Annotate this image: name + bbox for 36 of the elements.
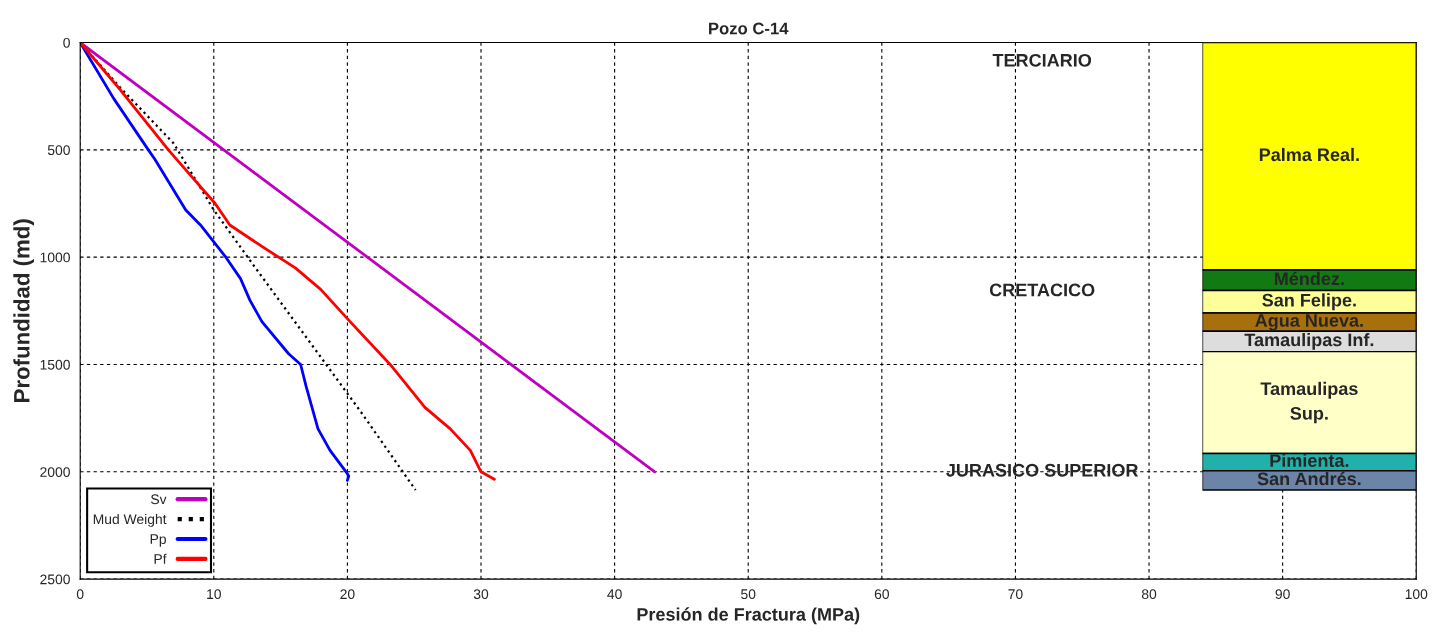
series-label: San Felipe. — [1262, 293, 1356, 311]
y-tick-label: 1000 — [40, 252, 70, 263]
y-tick-label: 1500 — [40, 359, 70, 370]
series-label: Méndez. — [1274, 271, 1344, 286]
series-label: Tamaulipas Inf. — [1244, 333, 1374, 350]
x-tick-label: 30 — [473, 589, 489, 600]
annotation: CRETACICO — [989, 283, 1095, 297]
y-axis-title: Profundidad (md) — [13, 219, 35, 402]
x-tick-label: 80 — [1141, 589, 1157, 600]
x-tick-label: 100 — [1405, 589, 1428, 600]
series-label: Palma Real. — [1259, 147, 1359, 162]
y-tick-label: 2000 — [40, 467, 70, 477]
line-series — [80, 42, 496, 481]
legend-label: Pf — [154, 553, 167, 564]
y-tick-label: 2500 — [40, 574, 70, 585]
x-tick-label: 50 — [741, 589, 756, 600]
x-tick-label: 90 — [1275, 589, 1290, 600]
y-tick-label: 0 — [63, 37, 70, 48]
legend-label: Mud Weight — [93, 513, 167, 527]
y-tick-label: 500 — [47, 145, 70, 156]
x-tick-label: 60 — [874, 589, 890, 600]
x-tick-label: 70 — [1008, 589, 1023, 600]
x-tick-label: 20 — [340, 589, 355, 600]
annotation: TERCIARIO — [992, 53, 1092, 67]
x-tick-label: 40 — [607, 589, 622, 600]
legend-label: Sv — [150, 494, 167, 505]
x-tick-label: 10 — [207, 589, 221, 600]
legend-label: Pp — [150, 534, 166, 547]
x-tick-label: 0 — [76, 589, 84, 600]
x-axis-title: Presión de Fractura (MPa) — [637, 607, 860, 625]
series-label: San Andrés. — [1257, 471, 1361, 486]
series-label: Pimienta. — [1270, 453, 1349, 467]
series-label: Tamaulipas Sup. — [1260, 381, 1358, 424]
annotation: JURASICO SUPERIOR — [946, 463, 1139, 477]
series-label: Agua Nueva. — [1255, 314, 1363, 331]
chart-title: Pozo C-14 — [709, 22, 789, 35]
